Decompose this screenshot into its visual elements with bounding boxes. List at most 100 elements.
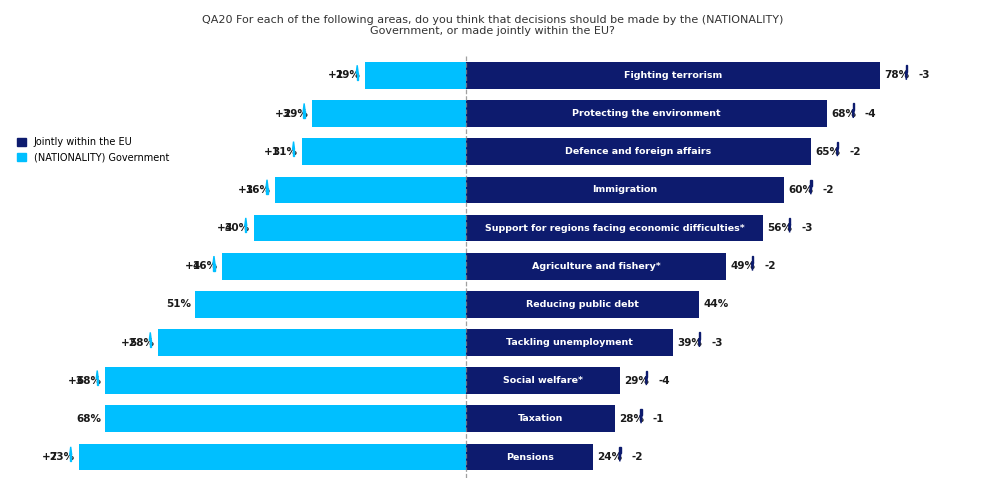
Text: 49%: 49%: [730, 261, 755, 271]
FancyBboxPatch shape: [698, 332, 700, 339]
FancyBboxPatch shape: [150, 340, 151, 347]
Polygon shape: [293, 141, 295, 149]
Bar: [79, 444, 466, 470]
Polygon shape: [213, 256, 215, 264]
Text: Agriculture and fishery*: Agriculture and fishery*: [532, 262, 660, 271]
Bar: [466, 291, 699, 317]
Text: Tackling unemployment: Tackling unemployment: [506, 338, 633, 347]
FancyBboxPatch shape: [752, 256, 754, 263]
Bar: [275, 176, 466, 203]
Text: 31%: 31%: [272, 147, 297, 157]
Bar: [466, 406, 615, 432]
Bar: [466, 62, 880, 89]
Legend: Jointly within the EU, (NATIONALITY) Government: Jointly within the EU, (NATIONALITY) Gov…: [15, 136, 170, 164]
Text: 29%: 29%: [624, 376, 649, 386]
Bar: [466, 329, 673, 356]
Text: 44%: 44%: [703, 299, 729, 310]
Text: -3: -3: [918, 70, 930, 80]
FancyBboxPatch shape: [293, 149, 295, 156]
Text: -4: -4: [658, 376, 670, 386]
FancyBboxPatch shape: [70, 455, 72, 461]
Text: 78%: 78%: [885, 70, 909, 80]
Polygon shape: [645, 377, 647, 385]
Text: Pensions: Pensions: [505, 453, 554, 461]
Bar: [254, 215, 466, 242]
Polygon shape: [150, 332, 152, 340]
Polygon shape: [357, 65, 359, 73]
FancyBboxPatch shape: [303, 111, 305, 118]
FancyBboxPatch shape: [836, 141, 838, 148]
Text: 36%: 36%: [245, 185, 271, 195]
Polygon shape: [752, 263, 754, 271]
Text: +1: +1: [237, 185, 254, 195]
Text: +1: +1: [185, 261, 201, 271]
Text: +2: +2: [328, 70, 344, 80]
Text: 56%: 56%: [767, 223, 792, 233]
Bar: [105, 406, 466, 432]
Text: 60%: 60%: [789, 185, 814, 195]
FancyBboxPatch shape: [905, 65, 907, 72]
Polygon shape: [836, 148, 838, 156]
Bar: [159, 329, 466, 356]
Text: 51%: 51%: [166, 299, 191, 310]
Text: -2: -2: [822, 185, 834, 195]
Polygon shape: [905, 72, 907, 80]
Text: -3: -3: [711, 338, 723, 348]
FancyBboxPatch shape: [245, 226, 246, 232]
Polygon shape: [70, 447, 72, 455]
Bar: [301, 139, 466, 165]
Polygon shape: [698, 339, 700, 347]
Text: QA20 For each of the following areas, do you think that decisions should be made: QA20 For each of the following areas, do…: [202, 15, 783, 36]
Text: Fighting terrorism: Fighting terrorism: [624, 71, 722, 80]
Bar: [466, 176, 784, 203]
Text: -3: -3: [801, 223, 813, 233]
FancyBboxPatch shape: [266, 188, 268, 194]
Bar: [466, 139, 811, 165]
Text: Support for regions facing economic difficulties*: Support for regions facing economic diff…: [485, 223, 745, 233]
FancyBboxPatch shape: [640, 409, 642, 415]
FancyBboxPatch shape: [357, 73, 358, 80]
Text: 58%: 58%: [129, 338, 154, 348]
Text: -4: -4: [865, 108, 877, 119]
Text: Taxation: Taxation: [517, 414, 563, 423]
Polygon shape: [852, 110, 854, 118]
Polygon shape: [97, 371, 98, 379]
Text: 29%: 29%: [283, 108, 308, 119]
Polygon shape: [789, 224, 791, 232]
Text: +3: +3: [217, 223, 232, 233]
FancyBboxPatch shape: [214, 264, 215, 271]
FancyBboxPatch shape: [645, 371, 647, 377]
Bar: [466, 253, 726, 280]
Text: +2: +2: [121, 338, 137, 348]
Text: 73%: 73%: [49, 452, 75, 462]
Bar: [365, 62, 466, 89]
Bar: [466, 367, 620, 394]
Text: 68%: 68%: [831, 108, 856, 119]
Text: 68%: 68%: [76, 376, 100, 386]
Text: +3: +3: [275, 108, 291, 119]
FancyBboxPatch shape: [97, 379, 98, 385]
Text: -2: -2: [849, 147, 861, 157]
Polygon shape: [303, 104, 305, 111]
Text: +3: +3: [68, 376, 84, 386]
Text: +1: +1: [264, 147, 281, 157]
Polygon shape: [619, 454, 621, 461]
Text: 65%: 65%: [815, 147, 840, 157]
Polygon shape: [810, 186, 812, 194]
Text: -2: -2: [764, 261, 775, 271]
Text: Defence and foreign affairs: Defence and foreign affairs: [565, 147, 711, 156]
Text: +2: +2: [41, 452, 57, 462]
FancyBboxPatch shape: [810, 180, 812, 186]
Polygon shape: [640, 415, 642, 423]
Bar: [312, 100, 466, 127]
Text: 40%: 40%: [225, 223, 249, 233]
Text: 68%: 68%: [76, 414, 100, 424]
Text: 19%: 19%: [336, 70, 361, 80]
Bar: [195, 291, 466, 317]
Text: Protecting the environment: Protecting the environment: [572, 109, 721, 118]
Text: -2: -2: [631, 452, 643, 462]
Bar: [466, 215, 763, 242]
Bar: [466, 444, 593, 470]
Bar: [466, 100, 826, 127]
FancyBboxPatch shape: [853, 104, 854, 110]
